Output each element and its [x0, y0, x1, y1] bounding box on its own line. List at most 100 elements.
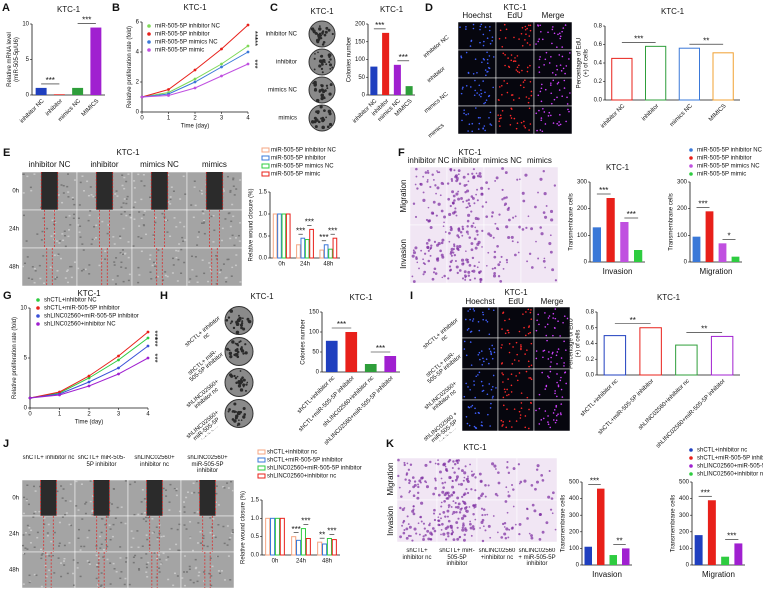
cell — [548, 470, 551, 473]
cell — [477, 240, 481, 244]
texture — [179, 221, 182, 224]
colony — [326, 87, 329, 90]
cell — [452, 510, 456, 514]
texture — [143, 185, 146, 187]
colony — [320, 67, 324, 71]
cell — [492, 515, 495, 517]
nucleus — [523, 86, 525, 89]
texture — [237, 234, 240, 237]
cell — [456, 271, 459, 275]
bar — [393, 64, 401, 95]
legend-swatch — [36, 298, 40, 302]
nucleus — [513, 117, 516, 120]
texture — [80, 483, 83, 485]
cell — [414, 183, 417, 186]
nucleus — [489, 407, 492, 409]
nucleus — [466, 329, 469, 331]
texture — [201, 192, 204, 195]
texture — [199, 531, 202, 533]
legend-swatch — [257, 473, 266, 479]
cell — [455, 475, 459, 479]
cell — [437, 493, 441, 497]
nucleus — [465, 318, 467, 321]
colony — [314, 118, 319, 122]
cell — [550, 497, 554, 501]
point — [146, 336, 150, 340]
nucleus — [506, 91, 509, 94]
cell — [493, 464, 497, 468]
y-axis-label: Transmembrane cells — [670, 495, 676, 552]
nucleus — [470, 40, 473, 42]
x-tick-label: shLINC02560+miR-505-5P inhibitor — [655, 378, 726, 449]
texture — [100, 531, 103, 534]
micrograph — [457, 77, 497, 107]
nucleus — [520, 345, 522, 348]
cell — [467, 258, 469, 261]
nucleus — [479, 116, 481, 119]
nucleus — [520, 402, 523, 404]
cell — [516, 178, 519, 181]
y-axis-label: Percentage of EdU — [576, 38, 582, 89]
nucleus — [564, 371, 567, 374]
texture — [94, 196, 97, 199]
colony — [314, 125, 318, 129]
cell — [528, 532, 531, 535]
texture — [158, 554, 161, 556]
nucleus — [558, 121, 560, 123]
legend-label: shLINC02560+inhibitor nc — [697, 472, 763, 478]
nucleus — [543, 64, 545, 66]
texture — [167, 201, 170, 203]
legend-label: miR-505-5P inhibitor NC — [697, 148, 763, 154]
nucleus — [525, 334, 527, 337]
nucleus — [550, 102, 553, 105]
nucleus — [501, 45, 504, 48]
cell — [476, 174, 480, 178]
cell — [549, 234, 552, 237]
texture — [31, 278, 34, 281]
nucleus — [507, 378, 509, 380]
texture — [195, 480, 198, 483]
cell — [437, 523, 440, 527]
texture — [175, 494, 178, 497]
nucleus — [484, 101, 487, 104]
nucleus — [477, 411, 480, 414]
nucleus — [486, 58, 489, 61]
cell — [511, 483, 514, 487]
y-axis-label: (miR-505-5p/U6) — [14, 37, 20, 82]
colony — [238, 341, 241, 344]
cell — [400, 495, 403, 498]
texture — [77, 224, 80, 226]
cell — [465, 183, 468, 186]
nucleus — [544, 123, 547, 125]
cell — [472, 504, 475, 507]
texture — [133, 187, 136, 189]
cell — [518, 225, 522, 229]
cell — [408, 490, 411, 493]
nucleus — [479, 28, 481, 31]
nucleus — [529, 311, 532, 314]
y-tick-label: 200 — [677, 206, 688, 212]
texture — [60, 184, 63, 186]
texture — [212, 215, 215, 217]
point — [193, 77, 197, 81]
nucleus — [482, 311, 484, 314]
texture — [193, 512, 196, 514]
nucleus — [559, 114, 561, 116]
nucleus — [460, 55, 462, 57]
cell — [503, 196, 506, 200]
cell — [455, 176, 459, 180]
texture — [222, 486, 225, 488]
texture — [227, 487, 230, 489]
x-tick-label: mimics NC — [669, 103, 694, 128]
nucleus — [508, 420, 511, 423]
texture — [214, 536, 217, 539]
cell — [420, 501, 424, 505]
x-axis-label: Migration — [700, 267, 733, 276]
texture — [89, 210, 92, 212]
texture — [55, 276, 58, 279]
row-label: Migration — [386, 463, 395, 496]
texture — [120, 213, 123, 215]
annotation: ** — [630, 316, 636, 325]
cell — [467, 198, 470, 202]
nucleus — [507, 331, 510, 334]
